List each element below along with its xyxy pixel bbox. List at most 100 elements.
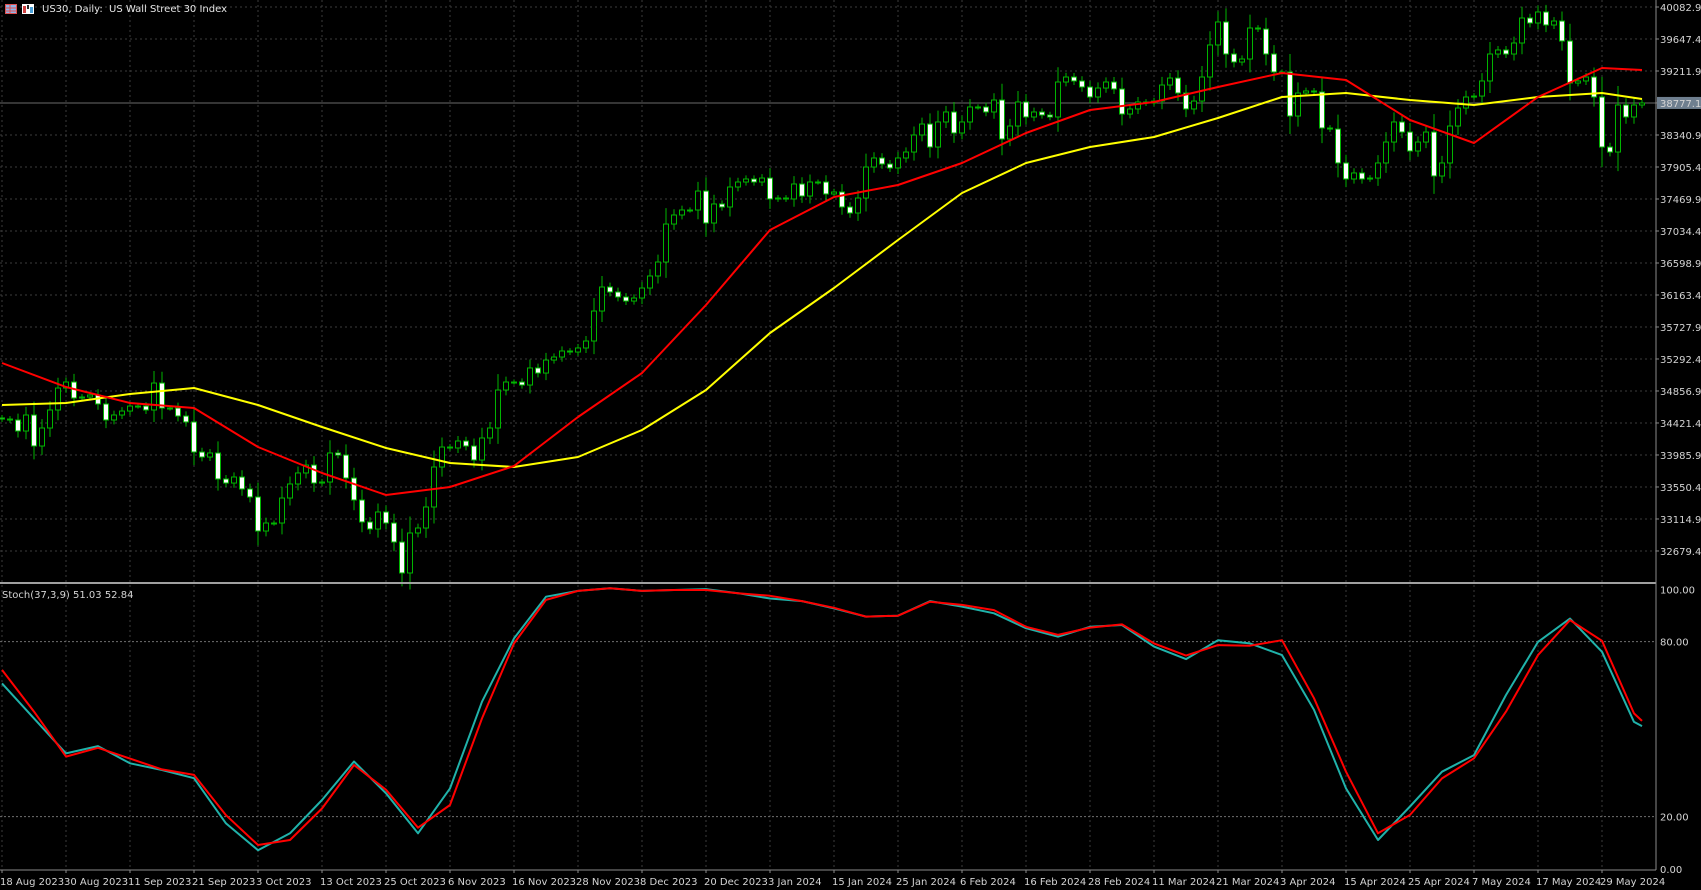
- candle[interactable]: [607, 282, 613, 297]
- candle[interactable]: [367, 516, 373, 535]
- candle[interactable]: [551, 353, 557, 364]
- candle[interactable]: [335, 449, 341, 459]
- candle[interactable]: [575, 344, 581, 357]
- candle[interactable]: [711, 194, 717, 233]
- candle[interactable]: [1551, 17, 1557, 29]
- candle[interactable]: [279, 486, 285, 535]
- candle[interactable]: [663, 208, 669, 278]
- candle[interactable]: [847, 202, 853, 218]
- candle[interactable]: [159, 371, 165, 420]
- candle[interactable]: [111, 410, 117, 425]
- chart-icon[interactable]: [22, 4, 34, 14]
- candle[interactable]: [639, 281, 645, 305]
- candle[interactable]: [1015, 91, 1021, 138]
- candle[interactable]: [1391, 112, 1397, 152]
- candle[interactable]: [255, 482, 261, 546]
- candle[interactable]: [447, 444, 453, 451]
- candle[interactable]: [919, 117, 925, 142]
- candle[interactable]: [511, 379, 517, 385]
- candle[interactable]: [103, 395, 109, 429]
- candle[interactable]: [1591, 67, 1597, 107]
- candle[interactable]: [543, 352, 549, 381]
- candle[interactable]: [791, 176, 797, 207]
- candle[interactable]: [463, 436, 469, 451]
- candle[interactable]: [759, 174, 765, 186]
- candle[interactable]: [1503, 45, 1509, 59]
- candle[interactable]: [1439, 155, 1445, 184]
- candle[interactable]: [199, 447, 205, 462]
- candle[interactable]: [1631, 98, 1637, 124]
- candle[interactable]: [743, 175, 749, 186]
- candle[interactable]: [1463, 90, 1469, 115]
- candle[interactable]: [1367, 175, 1373, 182]
- candle[interactable]: [239, 470, 245, 496]
- candle[interactable]: [1023, 94, 1029, 125]
- candle[interactable]: [399, 528, 405, 587]
- candle[interactable]: [351, 467, 357, 511]
- candle[interactable]: [1007, 118, 1013, 147]
- candle[interactable]: [487, 421, 493, 445]
- candle[interactable]: [1047, 111, 1053, 121]
- candle[interactable]: [23, 406, 29, 440]
- candle[interactable]: [1415, 136, 1421, 157]
- candle[interactable]: [1255, 25, 1261, 32]
- candle[interactable]: [1319, 76, 1325, 144]
- candle[interactable]: [767, 168, 773, 209]
- candle[interactable]: [1063, 72, 1069, 87]
- candle[interactable]: [871, 152, 877, 173]
- candle[interactable]: [1087, 80, 1093, 104]
- candle[interactable]: [1423, 125, 1429, 149]
- candle[interactable]: [191, 408, 197, 466]
- candle[interactable]: [1479, 73, 1485, 104]
- candle[interactable]: [863, 153, 869, 212]
- candle[interactable]: [1399, 115, 1405, 139]
- candle[interactable]: [815, 179, 821, 185]
- candle[interactable]: [655, 254, 661, 284]
- candle[interactable]: [647, 269, 653, 295]
- candle[interactable]: [1335, 114, 1341, 178]
- candle[interactable]: [583, 335, 589, 354]
- candle[interactable]: [295, 466, 301, 491]
- candle[interactable]: [1599, 76, 1605, 168]
- candle[interactable]: [1231, 48, 1237, 68]
- candle[interactable]: [15, 413, 21, 438]
- candle[interactable]: [527, 359, 533, 394]
- candle[interactable]: [231, 472, 237, 488]
- candle[interactable]: [455, 435, 461, 454]
- candle[interactable]: [991, 93, 997, 119]
- candle[interactable]: [1511, 36, 1517, 61]
- candle[interactable]: [327, 440, 333, 495]
- candle[interactable]: [1527, 13, 1533, 28]
- candle[interactable]: [183, 411, 189, 427]
- candle[interactable]: [503, 376, 509, 396]
- candle[interactable]: [855, 190, 861, 221]
- candle[interactable]: [1215, 11, 1221, 56]
- candle[interactable]: [1199, 66, 1205, 113]
- candle[interactable]: [687, 207, 693, 213]
- candle[interactable]: [943, 105, 949, 129]
- table-icon[interactable]: [5, 4, 17, 14]
- candle[interactable]: [1031, 107, 1037, 122]
- candle[interactable]: [383, 505, 389, 530]
- candle[interactable]: [1071, 73, 1077, 85]
- candle[interactable]: [983, 102, 989, 117]
- candle[interactable]: [1207, 31, 1213, 91]
- candle[interactable]: [1167, 73, 1173, 91]
- candle[interactable]: [631, 294, 637, 305]
- candle[interactable]: [1407, 122, 1413, 161]
- candle[interactable]: [287, 476, 293, 506]
- candle[interactable]: [903, 147, 909, 163]
- candle[interactable]: [247, 483, 253, 503]
- candle[interactable]: [39, 419, 45, 455]
- candle[interactable]: [207, 449, 213, 462]
- candle[interactable]: [967, 99, 973, 130]
- candle[interactable]: [479, 427, 485, 471]
- candle[interactable]: [319, 479, 325, 486]
- candle[interactable]: [0, 414, 5, 422]
- candle[interactable]: [1039, 108, 1045, 119]
- candle[interactable]: [727, 177, 733, 217]
- candle[interactable]: [439, 437, 445, 477]
- candle[interactable]: [879, 153, 885, 169]
- candle[interactable]: [1191, 95, 1197, 115]
